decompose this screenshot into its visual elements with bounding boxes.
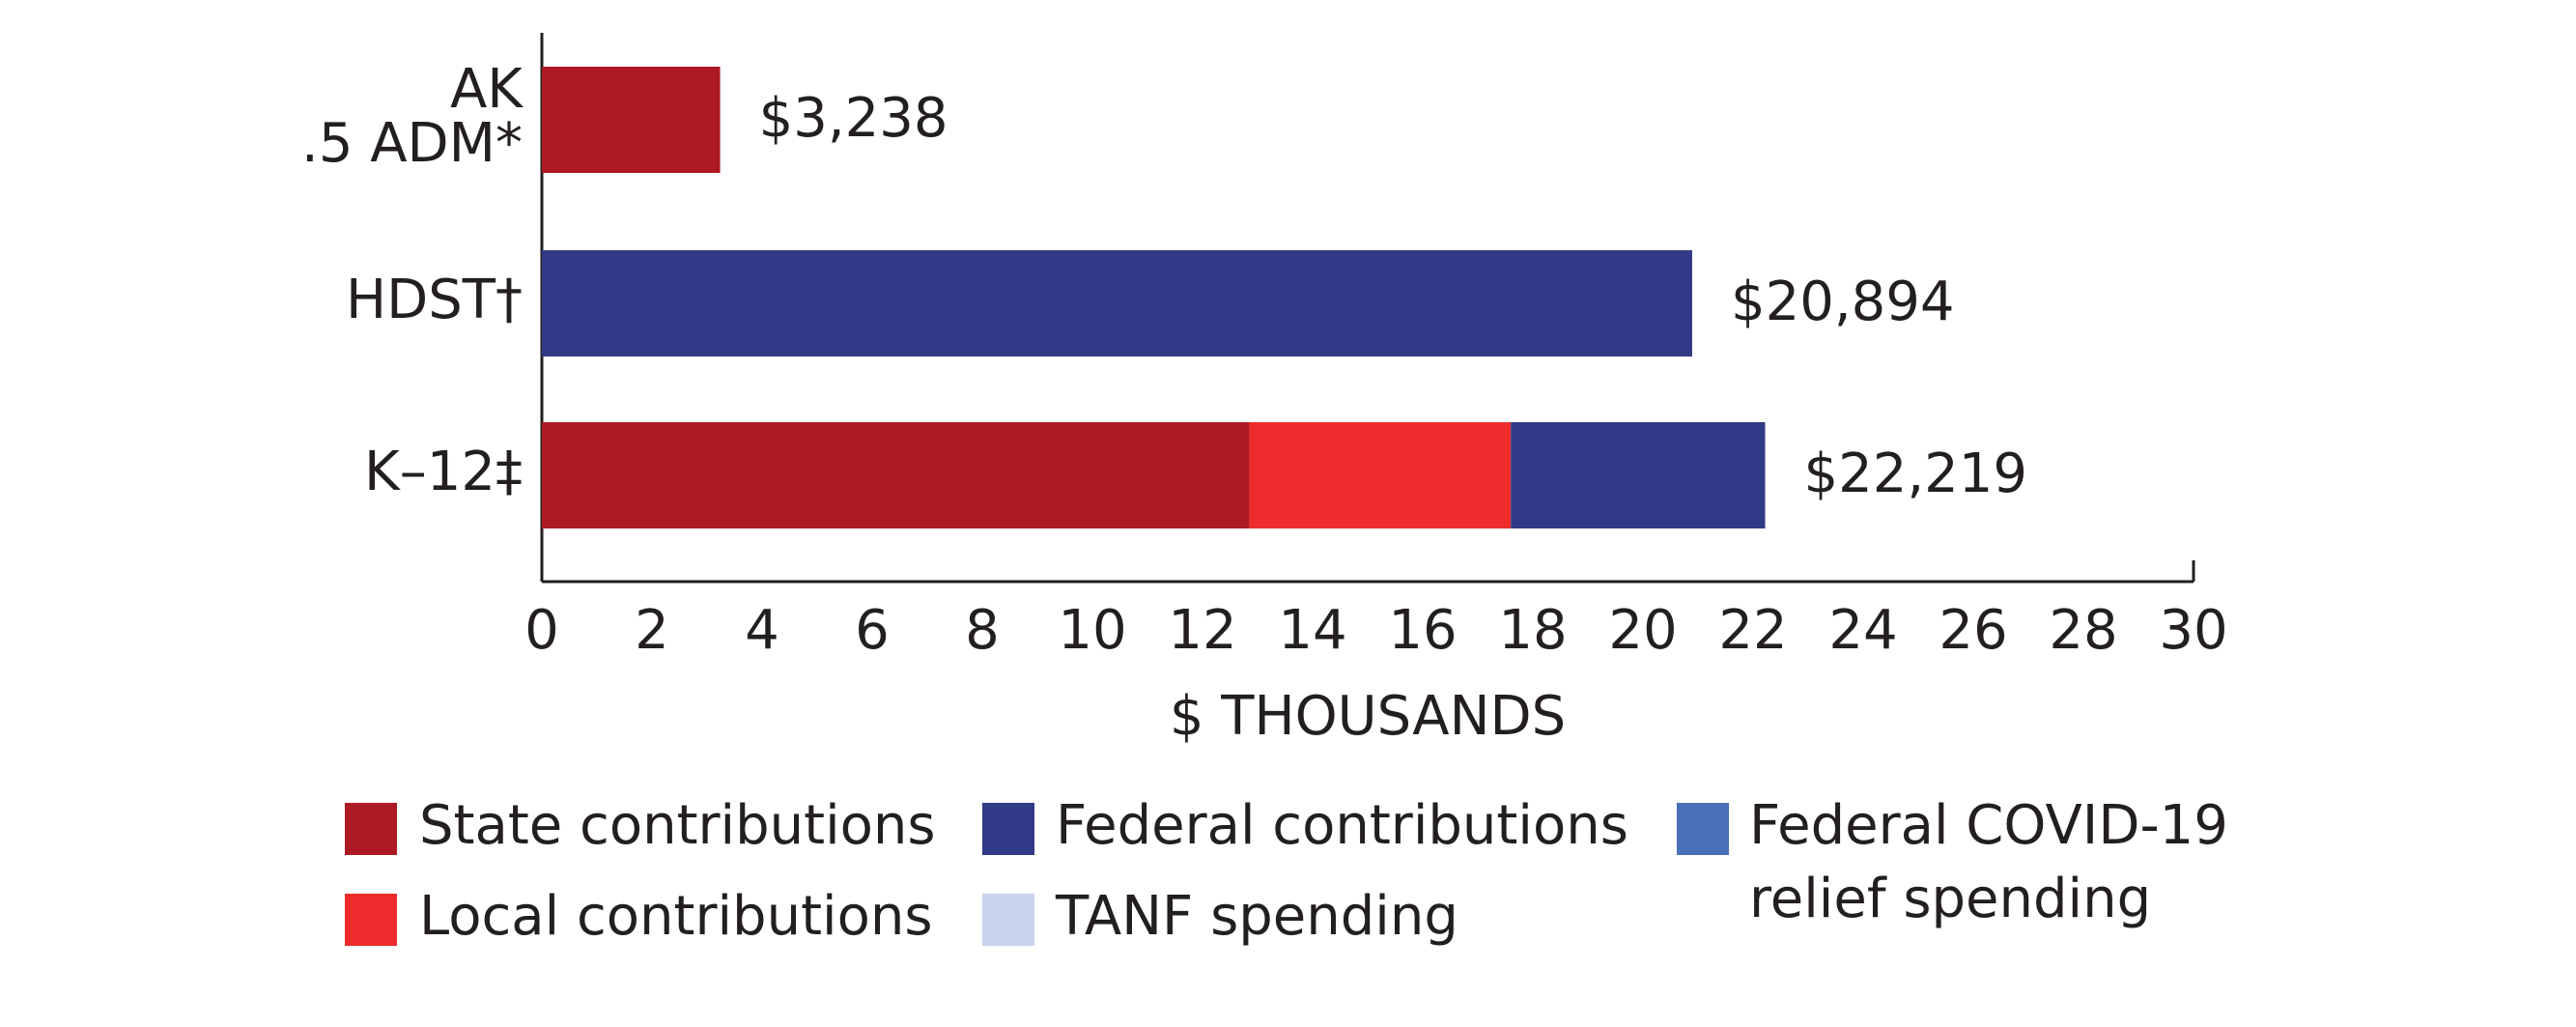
x-tick-label: 12 — [1168, 599, 1236, 662]
x-tick-label: 4 — [745, 599, 779, 662]
legend-swatch — [982, 803, 1034, 855]
bar-segment — [1249, 422, 1512, 528]
x-tick-label: 0 — [524, 599, 559, 662]
bar-segment — [542, 250, 1692, 357]
x-tick-label: 6 — [855, 599, 890, 662]
y-tick-label: K–12‡ — [364, 441, 523, 503]
legend-label: State contributions — [419, 794, 936, 857]
legend-label: Federal COVID-19 relief spending — [1749, 794, 2228, 930]
legend-label: Federal contributions — [1056, 794, 1628, 857]
x-tick-label: 20 — [1608, 599, 1677, 662]
x-tick-label: 10 — [1058, 599, 1126, 662]
y-tick-label: AK .5 ADM* — [301, 58, 524, 175]
x-tick-label: 2 — [635, 599, 669, 662]
x-tick-label: 16 — [1388, 599, 1457, 662]
legend-swatch — [345, 894, 397, 946]
bar-segment — [542, 422, 1250, 528]
x-tick-label: 24 — [1828, 599, 1897, 662]
total-label: $3,238 — [759, 87, 948, 150]
y-tick-label: HDST† — [346, 269, 523, 331]
x-tick-label: 14 — [1278, 599, 1346, 662]
legend-swatch — [982, 894, 1034, 946]
x-tick-label: 18 — [1498, 599, 1567, 662]
total-label: $20,894 — [1731, 271, 1955, 333]
x-tick-label: 28 — [2049, 599, 2117, 662]
legend-swatch — [1677, 803, 1729, 855]
x-tick-label: 26 — [1939, 599, 2007, 662]
total-label: $22,219 — [1803, 442, 2027, 505]
legend-label: TANF spending — [1055, 885, 1458, 948]
x-axis-label: $ THOUSANDS — [1170, 685, 1566, 748]
x-tick-label: 22 — [1718, 599, 1787, 662]
x-tick-label: 30 — [2159, 599, 2227, 662]
bar-segment — [542, 67, 721, 173]
x-tick-label: 8 — [965, 599, 1000, 662]
bar-segment — [1511, 422, 1766, 528]
legend-label: Local contributions — [419, 885, 933, 948]
legend-swatch — [345, 803, 397, 855]
